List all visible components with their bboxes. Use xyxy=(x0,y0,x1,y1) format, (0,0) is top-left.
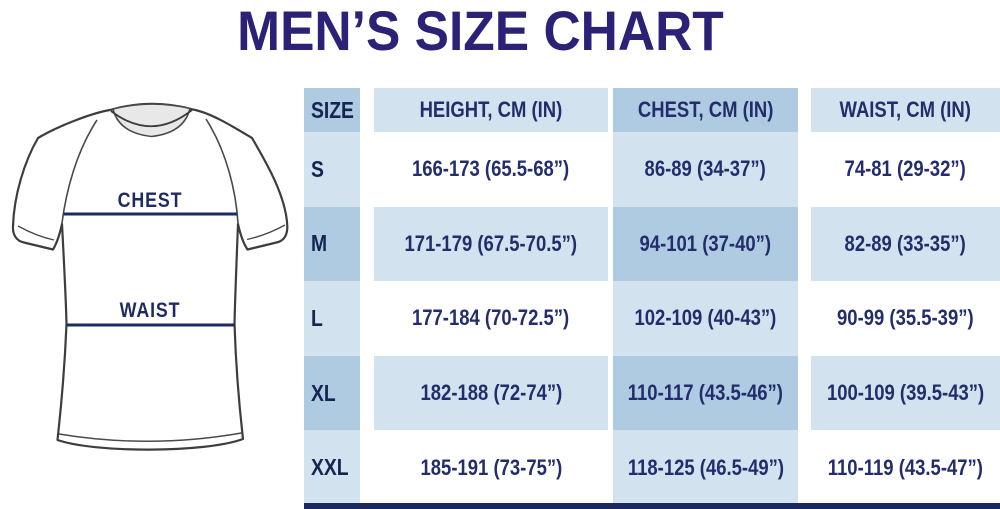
chest-cell-text: 94-101 (37-40”) xyxy=(639,230,772,256)
height-cell: 182-188 (72-74”) xyxy=(374,355,608,431)
size-cell-text: XL xyxy=(311,379,336,406)
chest-cell-text: 118-125 (46.5-49”) xyxy=(627,454,784,480)
chest-cell-text: 86-89 (34-37”) xyxy=(644,156,767,182)
height-cell: 185-191 (73-75”) xyxy=(374,430,608,505)
cuff-seam-right xyxy=(246,224,286,241)
column-gap xyxy=(360,355,374,431)
column-gap xyxy=(360,281,374,356)
size-cell: S xyxy=(304,132,360,207)
size-cell-text: L xyxy=(311,304,323,331)
height-cell: 166-173 (65.5-68”) xyxy=(374,132,608,207)
column-gap xyxy=(798,355,811,431)
chest-label: CHEST xyxy=(118,189,183,213)
height-cell-text: 182-188 (72-74”) xyxy=(420,380,562,406)
size-cell-text: M xyxy=(311,230,328,257)
column-gap xyxy=(608,430,613,505)
column-gap xyxy=(798,132,811,207)
height-cell-text: 166-173 (65.5-68”) xyxy=(412,156,570,182)
header-height-label: HEIGHT, CM (IN) xyxy=(419,97,563,122)
page-title: MEN’S SIZE CHART xyxy=(236,0,724,62)
waist-cell-text: 110-119 (43.5-47”) xyxy=(827,454,984,480)
collar-opening xyxy=(112,103,191,138)
column-gap xyxy=(798,206,811,282)
size-cell: XXL xyxy=(304,430,360,505)
height-cell: 177-184 (70-72.5”) xyxy=(374,281,608,356)
size-table: SIZE HEIGHT, CM (IN) CHEST, CM (IN) WAIS… xyxy=(304,88,1000,509)
tshirt-diagram: CHEST WAIST xyxy=(11,102,289,451)
column-gap xyxy=(360,206,374,282)
chest-cell: 86-89 (34-37”) xyxy=(613,132,798,207)
waist-cell-text: 82-89 (33-35”) xyxy=(844,230,967,256)
height-cell: 171-179 (67.5-70.5”) xyxy=(374,206,608,282)
header-waist-label: WAIST, CM (IN) xyxy=(839,97,972,122)
chest-cell: 110-117 (43.5-46”) xyxy=(613,355,798,431)
size-cell: M xyxy=(304,206,360,282)
header-chest-label: CHEST, CM (IN) xyxy=(637,97,774,122)
size-cell: L xyxy=(304,281,360,356)
waist-cell-text: 74-81 (29-32”) xyxy=(844,156,967,182)
waist-cell: 110-119 (43.5-47”) xyxy=(811,430,1000,505)
collar-rim xyxy=(110,109,193,128)
chest-cell: 94-101 (37-40”) xyxy=(613,206,798,282)
armhole-seam-right xyxy=(205,118,239,224)
header-waist: WAIST, CM (IN) xyxy=(811,88,1000,132)
column-gap xyxy=(798,88,811,132)
column-gap xyxy=(608,88,613,132)
cuff-seam-left xyxy=(17,225,55,241)
waist-cell: 100-109 (39.5-43”) xyxy=(811,355,1000,431)
chest-cell-text: 110-117 (43.5-46”) xyxy=(627,380,784,406)
header-size-label: SIZE xyxy=(311,96,354,123)
waist-cell: 74-81 (29-32”) xyxy=(811,132,1000,207)
column-gap xyxy=(608,281,613,356)
waist-cell: 82-89 (33-35”) xyxy=(811,206,1000,282)
size-cell: XL xyxy=(304,355,360,431)
column-gap xyxy=(798,430,811,505)
chest-cell: 102-109 (40-43”) xyxy=(613,281,798,356)
column-gap xyxy=(608,206,613,282)
size-cell-text: S xyxy=(311,155,324,182)
tshirt-outline xyxy=(11,102,289,451)
page-title-wrap: MEN’S SIZE CHART xyxy=(0,2,960,60)
waist-cell-text: 100-109 (39.5-43”) xyxy=(826,380,985,406)
header-height: HEIGHT, CM (IN) xyxy=(374,88,608,132)
chest-cell: 118-125 (46.5-49”) xyxy=(613,430,798,505)
waist-cell: 90-99 (35.5-39”) xyxy=(811,281,1000,356)
size-cell-text: XXL xyxy=(311,454,349,481)
height-cell-text: 177-184 (70-72.5”) xyxy=(412,305,570,331)
column-gap xyxy=(608,132,613,207)
header-chest: CHEST, CM (IN) xyxy=(613,88,798,132)
column-gap xyxy=(360,132,374,207)
waist-label: WAIST xyxy=(120,299,181,323)
column-gap xyxy=(360,430,374,505)
column-gap xyxy=(798,281,811,356)
chest-cell-text: 102-109 (40-43”) xyxy=(634,305,777,331)
column-gap xyxy=(360,88,374,132)
hem-seam xyxy=(58,432,242,442)
column-gap xyxy=(608,355,613,431)
header-size: SIZE xyxy=(304,88,360,132)
waist-cell-text: 90-99 (35.5-39”) xyxy=(837,305,974,331)
height-cell-text: 171-179 (67.5-70.5”) xyxy=(404,230,578,256)
table-bottom-border xyxy=(304,503,1000,509)
height-cell-text: 185-191 (73-75”) xyxy=(420,454,562,480)
